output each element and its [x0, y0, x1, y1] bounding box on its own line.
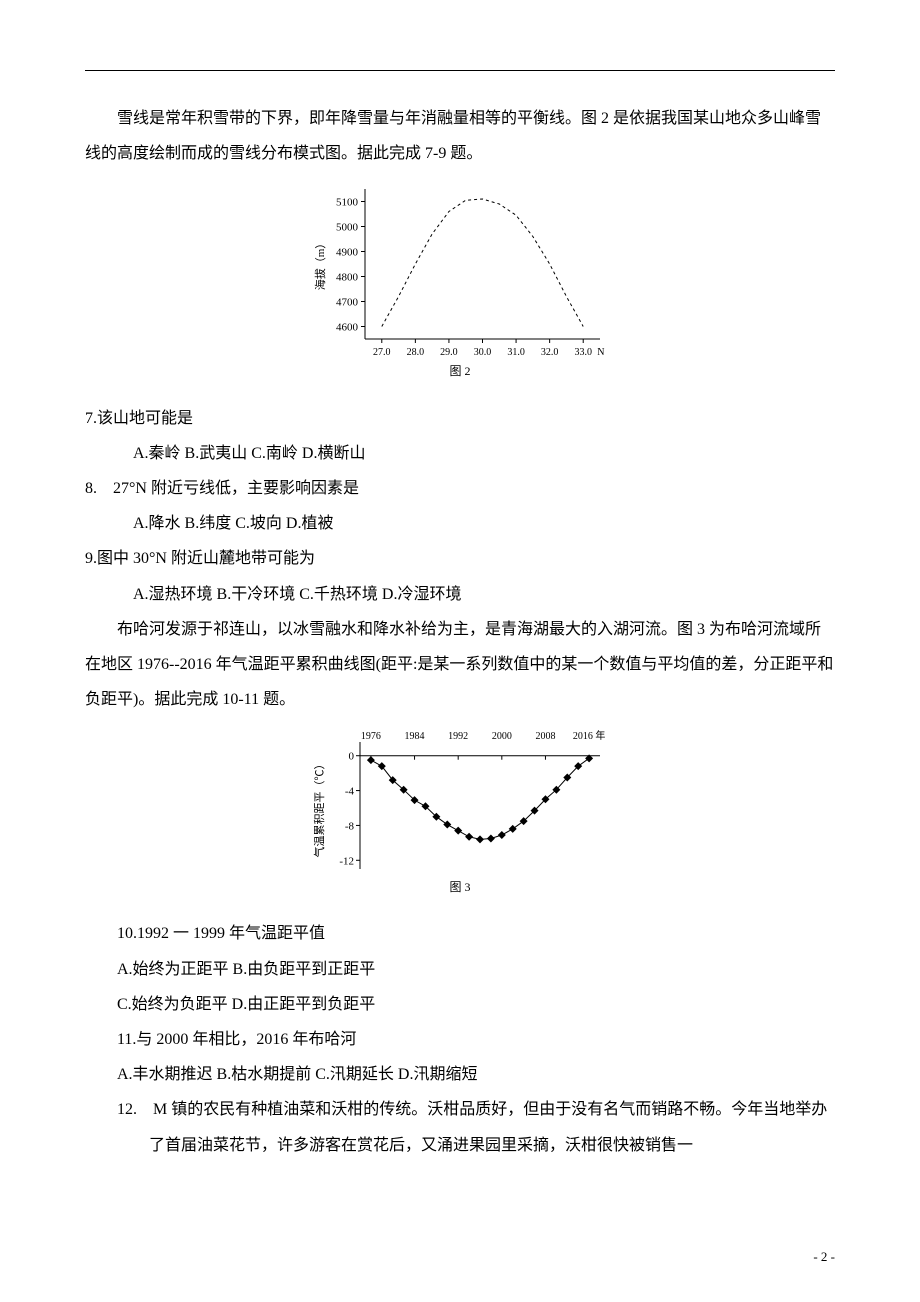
svg-text:1992: 1992: [448, 731, 468, 742]
svg-text:海拔（m）: 海拔（m）: [313, 238, 327, 291]
q12-stem: 12. M 镇的农民有种植油菜和沃柑的传统。沃柑品质好，但由于没有名气而销路不畅…: [85, 1092, 835, 1162]
q7-stem: 7.该山地可能是: [85, 401, 835, 436]
svg-text:5000: 5000: [336, 222, 359, 234]
svg-text:2008: 2008: [535, 731, 555, 742]
svg-text:33.0: 33.0: [574, 347, 592, 358]
chart-1-container: 4600 4700 4800 4900 5000 5100 海拔（m） 27.0 28.0 29.…: [85, 179, 835, 392]
svg-text:27.0: 27.0: [373, 347, 391, 358]
svg-text:5100: 5100: [336, 197, 359, 209]
chart-2: -12 -8 -4 0 气温累积距平（℃） 1976 1984 1992 2000 2008 201…: [310, 725, 610, 895]
intro-paragraph-1: 雪线是常年积雪带的下界，即年降雪量与年消融量相等的平衡线。图 2 是依据我国某山…: [85, 101, 835, 171]
svg-text:4900: 4900: [336, 247, 359, 259]
q12-text: 12. M 镇的农民有种植油菜和沃柑的传统。沃柑品质好，但由于没有名气而销路不畅…: [85, 1092, 835, 1162]
svg-text:-12: -12: [339, 856, 354, 868]
intro-paragraph-2: 布哈河发源于祁连山，以冰雪融水和降水补给为主，是青海湖最大的入湖河流。图 3 为…: [85, 612, 835, 718]
svg-text:1984: 1984: [405, 731, 425, 742]
svg-text:31.0: 31.0: [507, 347, 525, 358]
q10-stem: 10.1992 一 1999 年气温距平值: [85, 916, 835, 951]
svg-text:气温累积距平（℃）: 气温累积距平（℃）: [312, 759, 326, 858]
q10-line1: A.始终为正距平 B.由负距平到正距平: [85, 952, 835, 987]
q10-line2: C.始终为负距平 D.由正距平到负距平: [85, 987, 835, 1022]
horizontal-rule: [85, 70, 835, 71]
svg-text:29.0: 29.0: [440, 347, 458, 358]
svg-text:4700: 4700: [336, 297, 359, 309]
q11-options: A.丰水期推迟 B.枯水期提前 C.汛期延长 D.汛期缩短: [85, 1057, 835, 1092]
svg-text:2016 年: 2016 年: [573, 729, 606, 742]
svg-text:1976: 1976: [361, 731, 381, 742]
svg-text:N: N: [597, 347, 604, 358]
q9-options: A.湿热环境 B.干冷环境 C.千热环境 D.冷湿环境: [85, 577, 835, 612]
svg-text:30.0: 30.0: [474, 347, 492, 358]
q9-stem: 9.图中 30°N 附近山麓地带可能为: [85, 541, 835, 576]
q7-options: A.秦岭 B.武夷山 C.南岭 D.横断山: [85, 436, 835, 471]
svg-text:32.0: 32.0: [541, 347, 559, 358]
svg-text:2000: 2000: [492, 731, 512, 742]
svg-text:4800: 4800: [336, 272, 359, 284]
chart-1: 4600 4700 4800 4900 5000 5100 海拔（m） 27.0 28.0 29.…: [310, 179, 610, 379]
chart-2-container: -12 -8 -4 0 气温累积距平（℃） 1976 1984 1992 2000 2008 201…: [85, 725, 835, 908]
svg-text:-4: -4: [345, 786, 355, 798]
page-number: - 2 -: [813, 1243, 835, 1272]
svg-text:-8: -8: [345, 821, 355, 833]
svg-text:图 3: 图 3: [449, 880, 470, 894]
svg-text:图 2: 图 2: [449, 364, 470, 378]
svg-text:4600: 4600: [336, 322, 359, 334]
q11-stem: 11.与 2000 年相比，2016 年布哈河: [85, 1022, 835, 1057]
svg-text:0: 0: [349, 751, 355, 763]
q8-options: A.降水 B.纬度 C.坡向 D.植被: [85, 506, 835, 541]
svg-text:28.0: 28.0: [407, 347, 425, 358]
q8-stem: 8. 27°N 附近亏线低，主要影响因素是: [85, 471, 835, 506]
